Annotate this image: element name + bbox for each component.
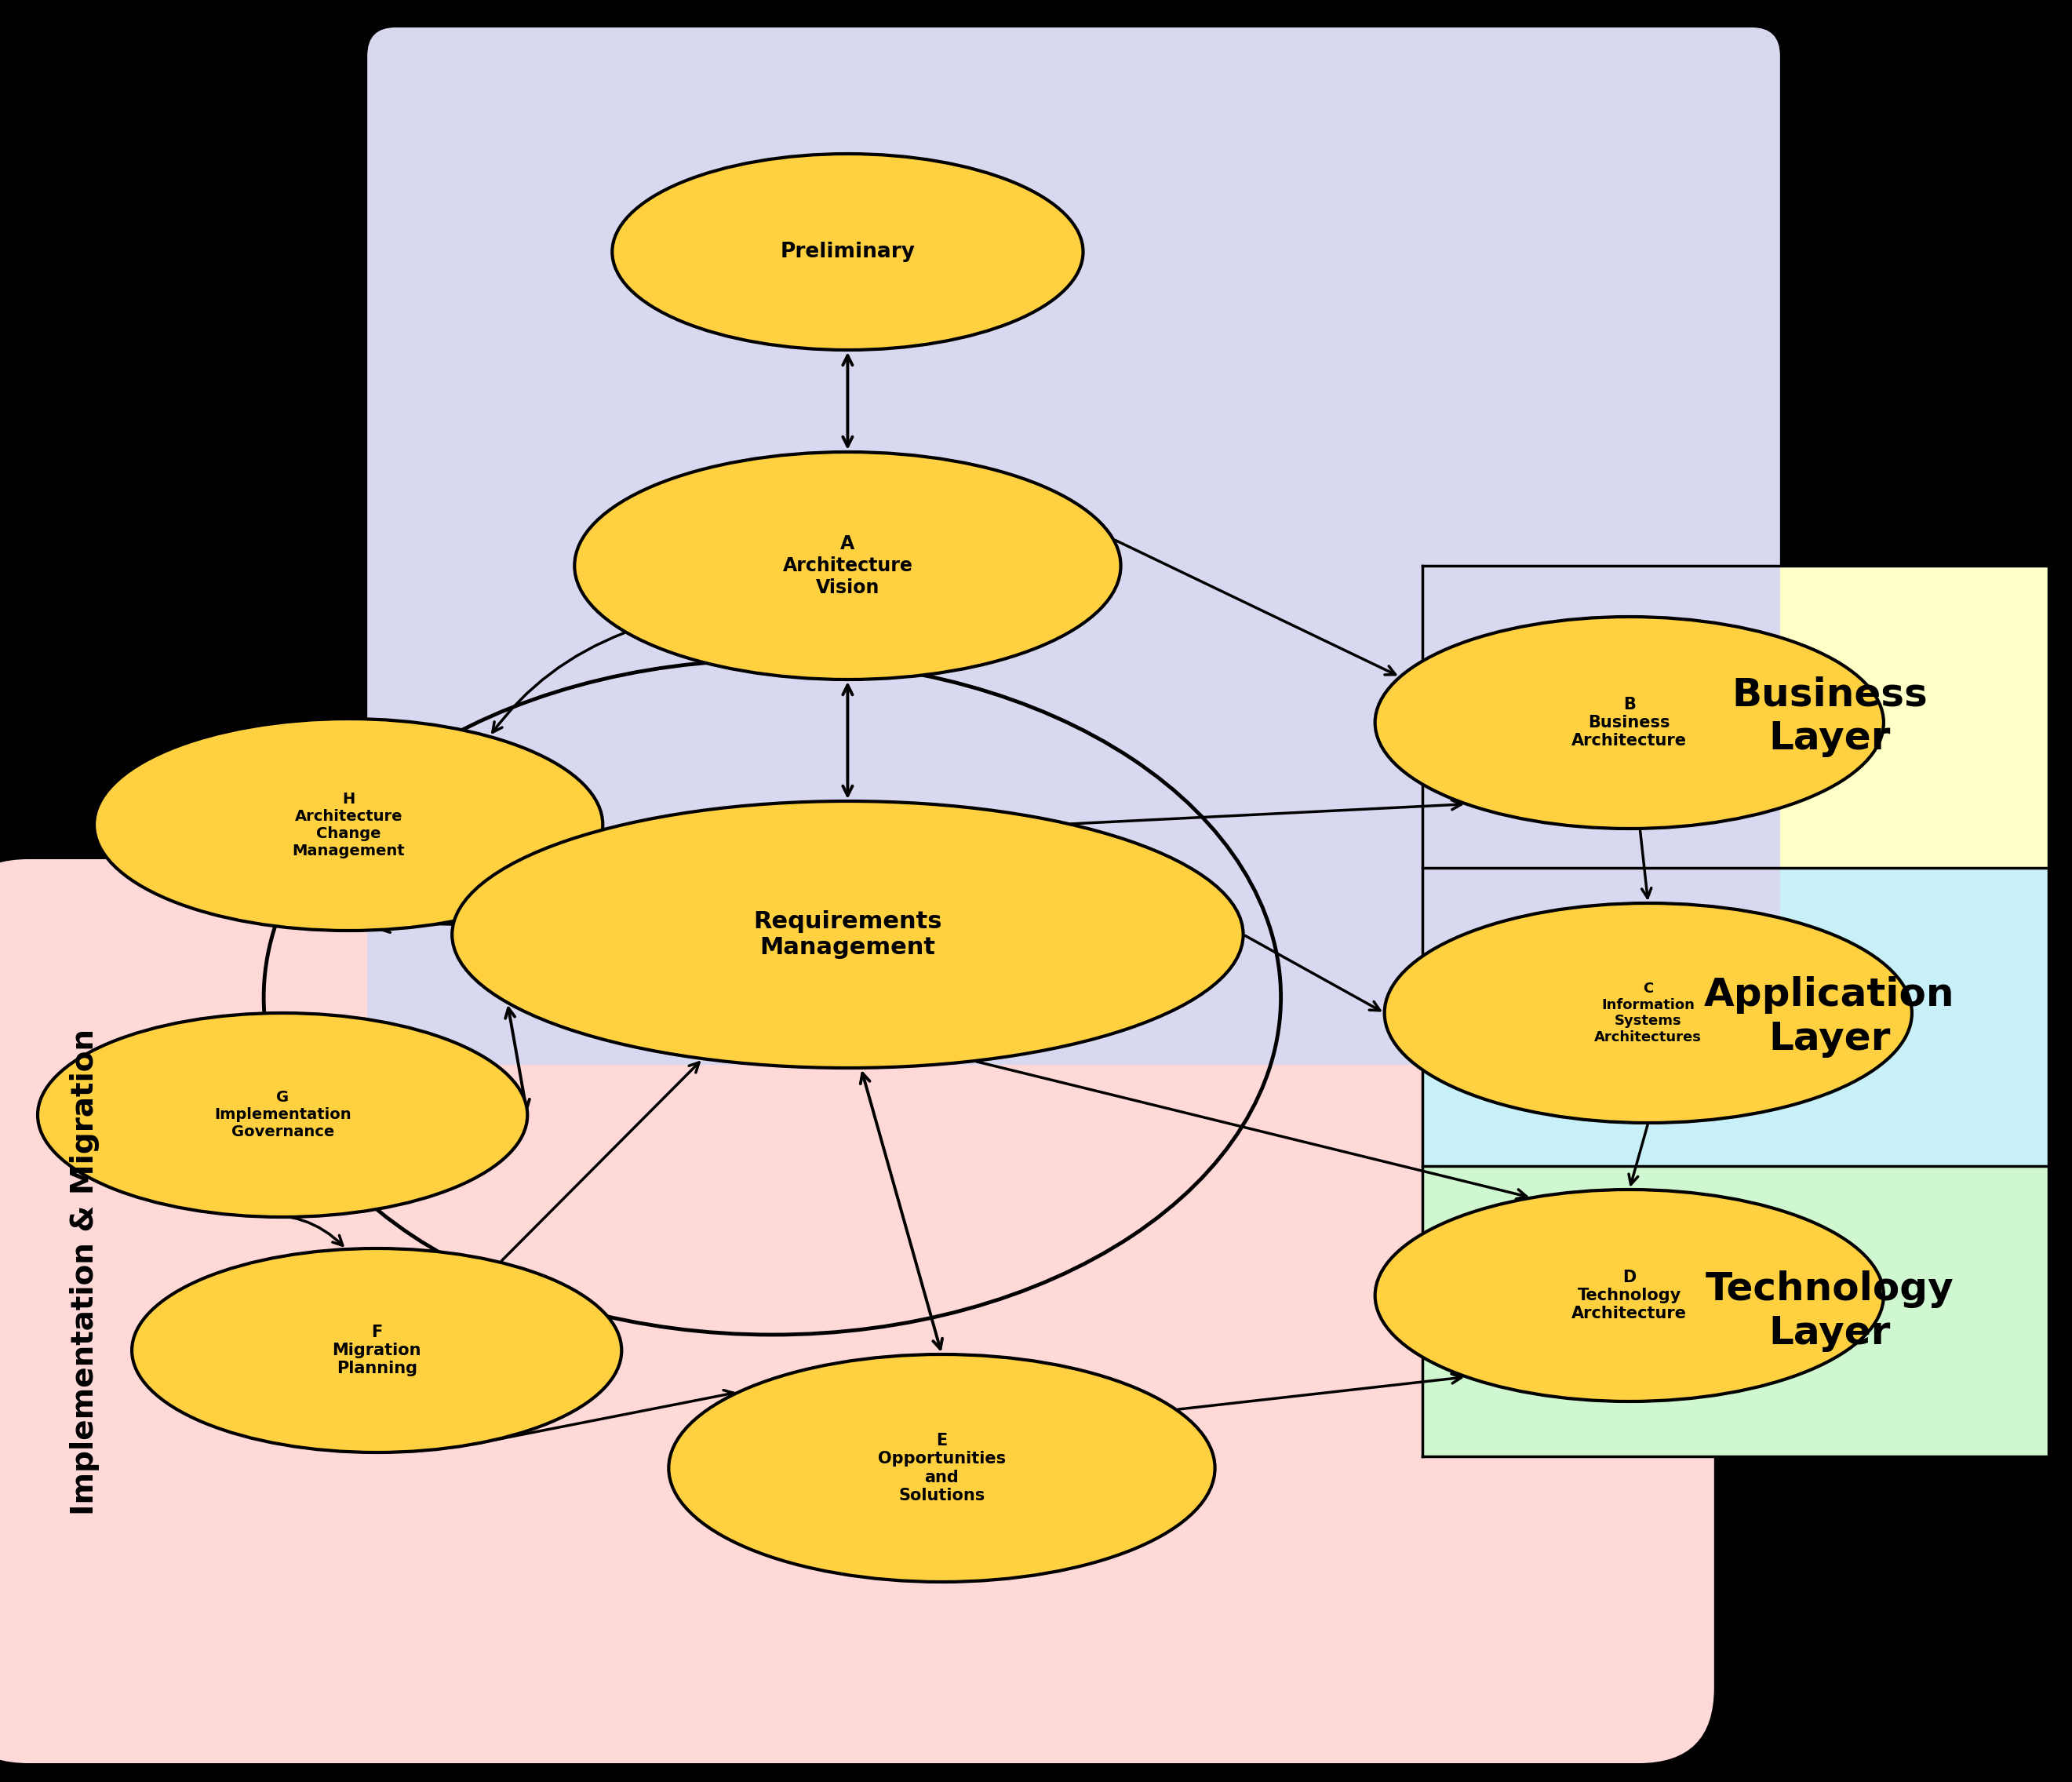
Text: C
Information
Systems
Architectures: C Information Systems Architectures — [1595, 982, 1701, 1044]
Ellipse shape — [93, 718, 603, 930]
Bar — [1421, 1165, 2049, 1456]
Text: F
Migration
Planning: F Migration Planning — [332, 1324, 421, 1376]
Text: Strategy &
Motivation: Strategy & Motivation — [265, 460, 338, 672]
Text: Preliminary: Preliminary — [781, 242, 916, 262]
Ellipse shape — [611, 153, 1084, 349]
Ellipse shape — [1376, 617, 1883, 829]
Ellipse shape — [1376, 1190, 1883, 1401]
Text: E
Opportunities
and
Solutions: E Opportunities and Solutions — [879, 1433, 1005, 1504]
Ellipse shape — [574, 453, 1121, 679]
Bar — [1421, 565, 2049, 868]
Ellipse shape — [1384, 903, 1912, 1123]
FancyBboxPatch shape — [0, 859, 1714, 1762]
Text: D
Technology
Architecture: D Technology Architecture — [1573, 1269, 1687, 1322]
Ellipse shape — [133, 1249, 622, 1452]
Text: Technology
Layer: Technology Layer — [1705, 1271, 1954, 1353]
Ellipse shape — [669, 1354, 1214, 1582]
Text: Requirements
Management: Requirements Management — [754, 911, 943, 959]
Text: G
Implementation
Governance: G Implementation Governance — [213, 1091, 350, 1140]
Bar — [1421, 868, 2049, 1165]
Text: H
Architecture
Change
Management: H Architecture Change Management — [292, 791, 404, 859]
Text: Application
Layer: Application Layer — [1703, 977, 1954, 1057]
Text: Implementation & Migration: Implementation & Migration — [70, 1028, 99, 1515]
Text: B
Business
Architecture: B Business Architecture — [1573, 697, 1687, 748]
FancyBboxPatch shape — [367, 27, 1780, 1066]
Ellipse shape — [452, 802, 1243, 1067]
Text: A
Architecture
Vision: A Architecture Vision — [783, 535, 912, 597]
Text: Business
Layer: Business Layer — [1732, 675, 1927, 757]
Ellipse shape — [37, 1012, 528, 1217]
